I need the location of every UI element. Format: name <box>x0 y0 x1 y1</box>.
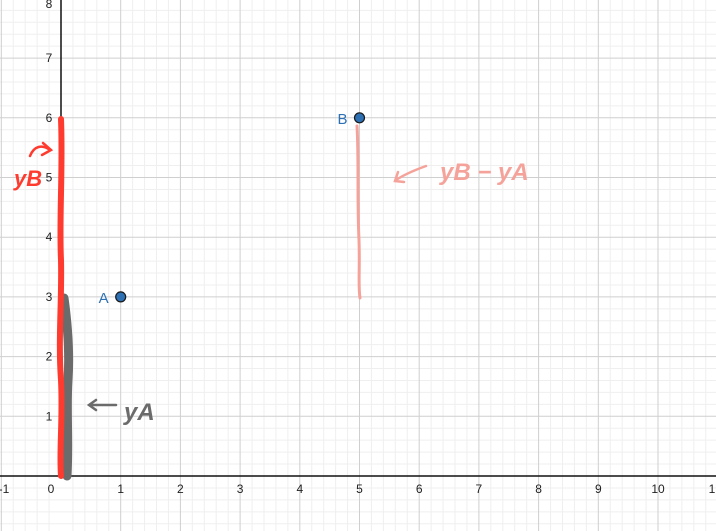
y-tick-label: 5 <box>46 171 53 185</box>
x-tick-label: 4 <box>296 482 303 496</box>
points[interactable]: AB <box>99 111 366 307</box>
y-tick-label: 8 <box>46 0 53 11</box>
y-tick-label: 2 <box>46 350 53 364</box>
diff-annotation: yB − yA <box>439 159 529 186</box>
x-tick-label: 2 <box>177 482 184 496</box>
ya-segment <box>59 293 74 481</box>
x-tick-label: 3 <box>237 482 244 496</box>
x-tick-label: 6 <box>416 482 423 496</box>
x-tick-label: 1 <box>709 482 716 496</box>
x-tick-label: -1 <box>0 482 10 496</box>
x-tick-label: 0 <box>48 482 55 496</box>
yb-annotation: yB <box>13 166 42 191</box>
y-tick-label: 6 <box>46 111 53 125</box>
point-label-b: B <box>337 111 347 128</box>
diff-arrowhead <box>393 170 406 184</box>
point-a[interactable] <box>115 291 127 303</box>
y-tick-label: 7 <box>46 51 53 65</box>
x-tick-label: 10 <box>651 482 665 496</box>
y-tick-label: 1 <box>46 409 53 423</box>
x-tick-label: 9 <box>595 482 602 496</box>
ya-annotation: yA <box>123 399 155 426</box>
ya-arrowhead <box>86 398 98 412</box>
x-tick-label: 5 <box>356 482 363 496</box>
yb-segment <box>56 116 65 479</box>
difference-segment <box>355 124 362 300</box>
y-tick-label: 4 <box>46 230 53 244</box>
point-b[interactable] <box>353 112 366 124</box>
point-label-a: A <box>99 290 109 307</box>
x-tick-label: 1 <box>117 482 124 496</box>
yb-arrowhead <box>40 141 54 157</box>
x-tick-label: 8 <box>535 482 542 496</box>
y-tick-label: 3 <box>46 290 53 304</box>
diff-arrow <box>394 164 428 182</box>
x-tick-label: 7 <box>476 482 483 496</box>
